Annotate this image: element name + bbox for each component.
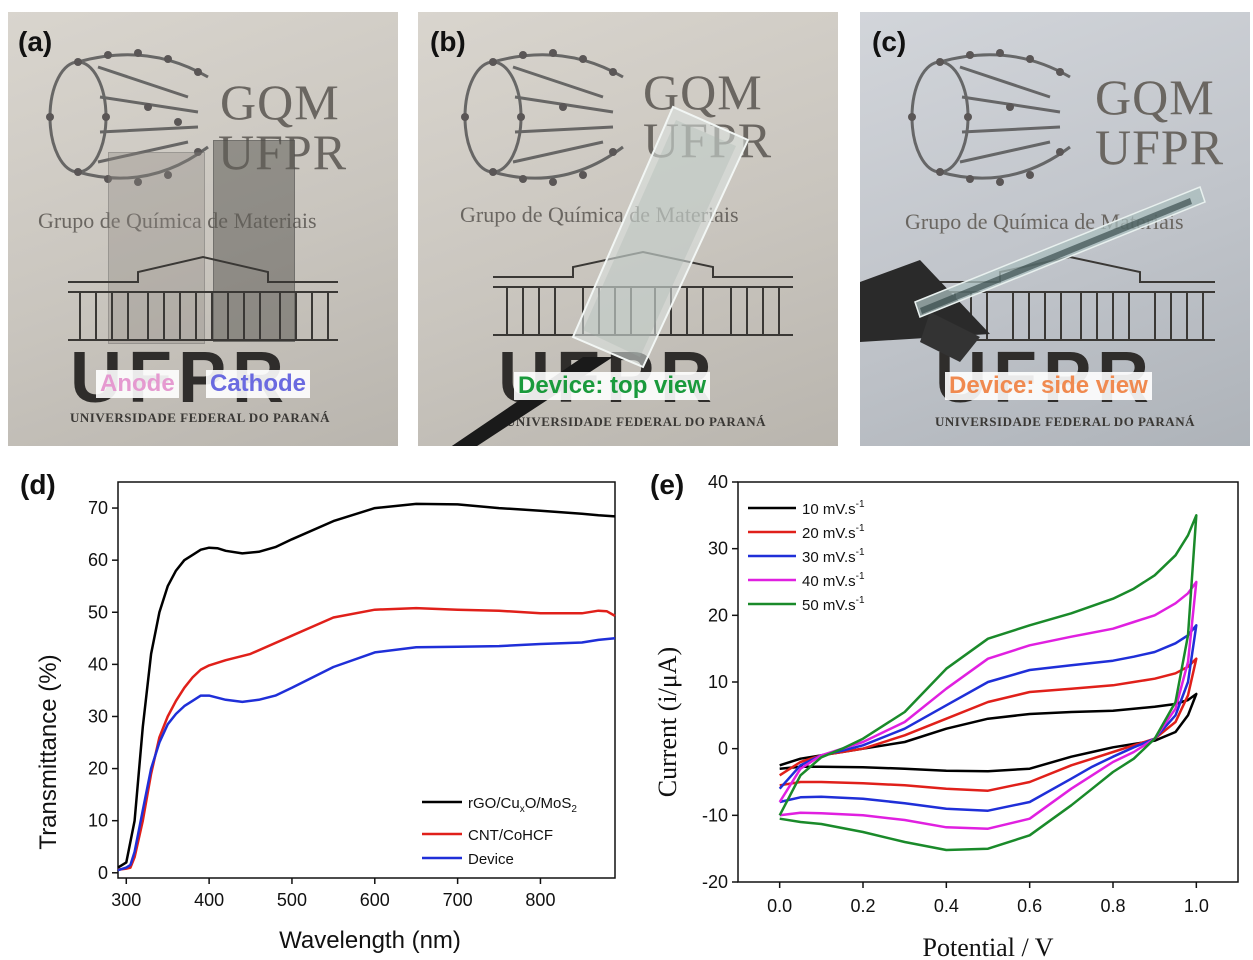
axis-ticks: 0.0 0.2 0.4 0.6 0.8 1.0 -20 -10 0 10 20 30 40 — [702, 472, 1209, 916]
logo-gqm-text: GQM — [220, 74, 340, 130]
legend-label-sup: -1 — [856, 523, 865, 534]
y-tick-label: -10 — [702, 805, 728, 825]
y-tick-label: 0 — [718, 739, 728, 759]
legend-label-sup: -1 — [856, 571, 865, 582]
y-tick-label: 10 — [708, 672, 728, 692]
y-tick-label: 40 — [88, 654, 108, 674]
panel-label-b: (b) — [430, 26, 466, 57]
y-tick-label: 40 — [708, 472, 728, 492]
series-group — [117, 502, 616, 872]
panel-label-c: (c) — [872, 26, 907, 57]
device-glass-side — [860, 186, 1206, 362]
x-tick-label: 1.0 — [1184, 896, 1209, 916]
legend-rgo-part2: O/MoS — [525, 795, 572, 812]
x-tick-label: 0.2 — [850, 896, 875, 916]
university-name: UNIVERSIDADE FEDERAL DO PARANÁ — [506, 414, 766, 429]
x-axis-label: Potential / V — [923, 933, 1054, 960]
x-tick-label: 800 — [525, 890, 555, 910]
cv-loop-4 — [778, 514, 1198, 852]
anode-slide — [108, 152, 205, 344]
legend-label-2: 30 mV.s-1 — [802, 547, 865, 566]
y-tick-label: 20 — [88, 759, 108, 779]
y-tick-label: 30 — [708, 539, 728, 559]
plot-area — [117, 481, 616, 879]
panel-label-e: (e) — [650, 469, 684, 500]
legend-label-rgo: rGO/CuxO/MoS2 — [468, 795, 577, 815]
x-tick-label: 0.6 — [1017, 896, 1042, 916]
university-name: UNIVERSIDADE FEDERAL DO PARANÁ — [70, 410, 330, 425]
nanotube-logo — [46, 49, 209, 186]
series-line-0 — [117, 502, 616, 869]
legend-label-sup: -1 — [856, 499, 865, 510]
logo-gqm-text: GQM — [1095, 69, 1215, 125]
y-tick-label: 0 — [98, 863, 108, 883]
y-tick-label: 60 — [88, 550, 108, 570]
series-group — [778, 514, 1198, 852]
legend-label-main: 10 mV.s — [802, 501, 856, 518]
legend-rgo-sub1: x — [520, 804, 525, 815]
panel-label-d: (d) — [20, 469, 56, 500]
cathode-slide — [213, 140, 295, 342]
legend-label-sup: -1 — [856, 547, 865, 558]
legend: rGO/CuxO/MoS2 CNT/CoHCF Device — [422, 795, 577, 868]
y-axis-label: Current (i/μA) — [653, 647, 682, 797]
x-tick-label: 600 — [360, 890, 390, 910]
y-tick-label: 20 — [708, 605, 728, 625]
photo-panel-b: GQM UFPR Grupo de Química de Materiais U… — [418, 12, 838, 446]
nanotube-logo — [908, 49, 1071, 186]
anode-label: Anode — [96, 370, 179, 398]
series-line-1 — [117, 606, 616, 871]
legend-label-0: 10 mV.s-1 — [802, 499, 865, 518]
photo-panel-a: GQM UFPR Grupo de Química de Materiais U… — [8, 12, 398, 446]
x-tick-label: 0.0 — [767, 896, 792, 916]
y-axis-label: Transmittance (%) — [35, 654, 62, 849]
y-tick-label: 30 — [88, 706, 108, 726]
legend-label-3: 40 mV.s-1 — [802, 571, 865, 590]
legend-label-main: 20 mV.s — [802, 525, 856, 542]
legend-label-main: 50 mV.s — [802, 597, 856, 614]
building-drawing — [68, 255, 338, 341]
legend-label-4: 50 mV.s-1 — [802, 595, 865, 614]
x-axis-label: Wavelength (nm) — [279, 927, 461, 954]
logo-ufpr-text: UFPR — [1095, 119, 1225, 175]
university-name: UNIVERSIDADE FEDERAL DO PARANÁ — [935, 414, 1195, 429]
cv-loop-0 — [779, 692, 1198, 773]
legend-label-main: 30 mV.s — [802, 549, 856, 566]
x-tick-label: 700 — [443, 890, 473, 910]
legend-rgo-part1: rGO/Cu — [468, 795, 520, 812]
y-tick-label: 50 — [88, 602, 108, 622]
logo-gqm-text: GQM — [643, 64, 763, 120]
legend-label-sup: -1 — [856, 595, 865, 606]
panel-label-a: (a) — [18, 26, 53, 57]
cyclic-voltammetry-chart: (e) 0.0 0.2 0.4 0.6 0.8 1.0 -20 -10 0 10 20 30 40 Po… — [650, 469, 1239, 960]
x-tick-label: 0.8 — [1100, 896, 1125, 916]
legend-label-device: Device — [468, 851, 514, 868]
legend-label-cnt: CNT/CoHCF — [468, 827, 553, 844]
device-side-view-label: Device: side view — [945, 372, 1152, 400]
legend: 10 mV.s-120 mV.s-130 mV.s-140 mV.s-150 m… — [748, 499, 865, 614]
x-tick-label: 400 — [194, 890, 224, 910]
y-tick-label: 10 — [88, 811, 108, 831]
axis-ticks: 300 400 500 600 700 800 0 10 20 30 40 50 60 70 — [88, 498, 556, 910]
photo-panel-c: GQM UFPR Grupo de Química de Materiais U… — [860, 12, 1250, 446]
transmittance-chart: (d) 300 400 500 600 700 800 0 10 20 30 40 50 60 70 Wa… — [20, 469, 616, 954]
nanotube-logo — [461, 49, 624, 186]
cv-loop-2 — [778, 624, 1198, 812]
y-tick-label: 70 — [88, 498, 108, 518]
legend-label-1: 20 mV.s-1 — [802, 523, 865, 542]
cathode-label: Cathode — [206, 370, 310, 398]
x-tick-label: 300 — [111, 890, 141, 910]
y-tick-label: -20 — [702, 872, 728, 892]
x-tick-label: 0.4 — [934, 896, 959, 916]
cv-loop-3 — [778, 580, 1198, 830]
legend-label-main: 40 mV.s — [802, 573, 856, 590]
x-tick-label: 500 — [277, 890, 307, 910]
legend-rgo-sub2: 2 — [571, 804, 577, 815]
device-top-view-label: Device: top view — [514, 372, 711, 400]
series-line-2 — [117, 637, 616, 872]
plot-frame — [117, 481, 616, 879]
cv-loop-1 — [779, 657, 1198, 792]
